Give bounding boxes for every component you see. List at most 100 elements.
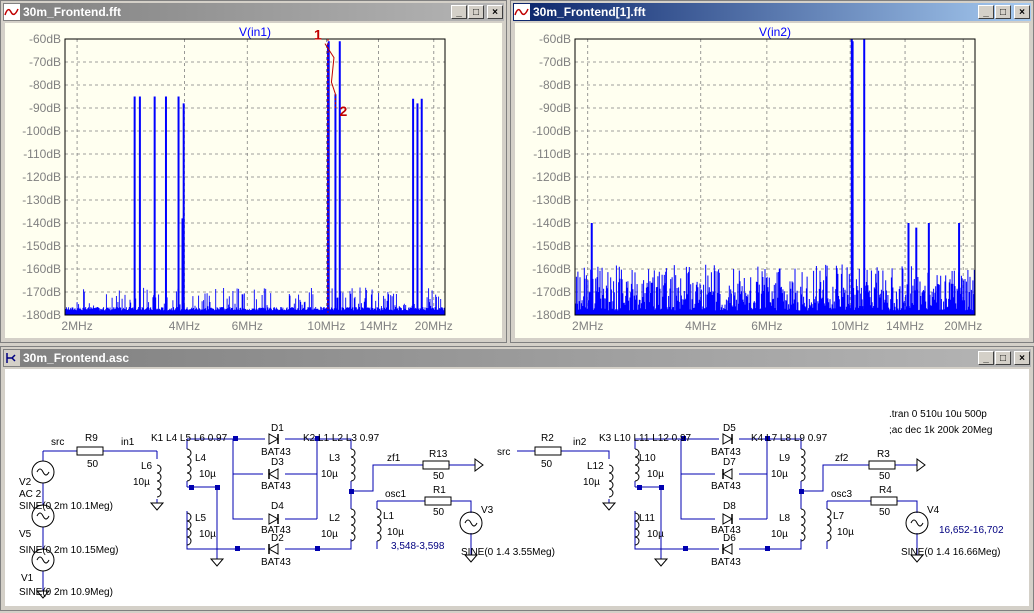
- d6-diode-icon[interactable]: [722, 543, 733, 555]
- noise-floor-trace: [574, 264, 976, 315]
- y-tick-label: -110dB: [533, 147, 571, 161]
- y-tick-label: -140dB: [22, 216, 61, 230]
- maximize-button[interactable]: □: [468, 5, 484, 19]
- y-tick-label: -90dB: [539, 101, 571, 115]
- l4-inductor-icon[interactable]: [186, 448, 192, 482]
- close-button[interactable]: ×: [1014, 5, 1030, 19]
- r1-resistor-icon[interactable]: [424, 496, 452, 506]
- fft-plot-area-1[interactable]: V(in1) -60dB -70dB -80dB -90dB -100dB -110dB -1…: [5, 23, 502, 338]
- directive-tran[interactable]: .tran 0 510u 10u 500p: [889, 409, 987, 420]
- minimize-button[interactable]: _: [978, 5, 994, 19]
- d4-diode-icon[interactable]: [268, 513, 279, 525]
- d2-diode-icon[interactable]: [268, 543, 279, 555]
- x-tick-label: 10MHz: [831, 319, 869, 333]
- d7-label: D7: [723, 457, 736, 468]
- d6-model: BAT43: [711, 557, 741, 568]
- maximize-button[interactable]: □: [995, 351, 1011, 365]
- l7-inductor-icon[interactable]: [826, 508, 832, 542]
- l7-label: L7: [833, 511, 845, 522]
- l7-value: 10µ: [837, 527, 854, 538]
- l2-inductor-icon[interactable]: [350, 508, 356, 542]
- maximize-button[interactable]: □: [995, 5, 1011, 19]
- ground-icon: [210, 558, 224, 567]
- cursor-1-marker[interactable]: 1: [314, 27, 322, 43]
- r3-label: R3: [877, 449, 890, 460]
- l1-label: L1: [383, 511, 395, 522]
- l6-label: L6: [141, 461, 153, 472]
- cursor-2-marker[interactable]: 2: [339, 103, 347, 119]
- fft-chart-2[interactable]: V(in2) -60dB -70dB -80dB -90dB -100dB -110dB -1…: [515, 23, 1031, 340]
- l5-label: L5: [195, 513, 207, 524]
- fft-plot-area-2[interactable]: V(in2) -60dB -70dB -80dB -90dB -100dB -110dB -1…: [515, 23, 1029, 338]
- y-tick-label: -60dB: [29, 32, 61, 46]
- schematic-window[interactable]: 30m_Frontend.asc _ □ ×: [0, 346, 1034, 611]
- x-tick-label: 14MHz: [886, 319, 924, 333]
- net-label-src: src: [51, 437, 64, 448]
- d5-model: BAT43: [711, 447, 741, 458]
- y-tick-label: -140dB: [532, 216, 571, 230]
- l1-inductor-icon[interactable]: [376, 508, 382, 542]
- fft-window-1-titlebar[interactable]: 30m_Frontend.fft _ □ ×: [3, 3, 504, 21]
- y-tick-label: -120dB: [532, 170, 571, 184]
- v4-source-icon[interactable]: [905, 511, 929, 535]
- d7-model: BAT43: [711, 481, 741, 492]
- d1-diode-icon[interactable]: [268, 433, 279, 445]
- l5-inductor-icon[interactable]: [186, 512, 192, 546]
- r9-resistor-icon[interactable]: [76, 446, 104, 456]
- r2-value: 50: [541, 459, 553, 470]
- v3-sine-label: SINE(0 1.4 3.55Meg): [461, 547, 555, 558]
- r4-value: 50: [879, 507, 891, 518]
- l4-label: L4: [195, 453, 207, 464]
- r2-resistor-icon[interactable]: [534, 446, 562, 456]
- l8-inductor-icon[interactable]: [800, 508, 806, 542]
- l8-value: 10µ: [771, 529, 788, 540]
- y-tick-label: -160dB: [22, 262, 61, 276]
- fft-window-2-titlebar[interactable]: 30m_Frontend[1].fft _ □ ×: [513, 3, 1031, 21]
- minimize-button[interactable]: _: [451, 5, 467, 19]
- ground-icon: [602, 502, 616, 511]
- d8-diode-icon[interactable]: [722, 513, 733, 525]
- v2-source-icon[interactable]: [31, 460, 55, 484]
- r4-label: R4: [879, 485, 892, 496]
- l8-label: L8: [779, 513, 791, 524]
- l11-value: 10µ: [647, 529, 664, 540]
- v1-label: V1: [21, 573, 34, 584]
- x-tick-label: 4MHz: [169, 319, 200, 333]
- minimize-button[interactable]: _: [978, 351, 994, 365]
- d2-model: BAT43: [261, 557, 291, 568]
- fft-chart-1[interactable]: V(in1) -60dB -70dB -80dB -90dB -100dB -110dB -1…: [5, 23, 504, 340]
- l3-inductor-icon[interactable]: [350, 448, 356, 482]
- port-triangle-icon: [474, 458, 484, 472]
- directive-ac[interactable]: ;ac dec 1k 200k 20Meg: [889, 425, 992, 436]
- l12-inductor-icon[interactable]: [608, 464, 614, 498]
- y-tick-label: -130dB: [22, 193, 61, 207]
- chart-grid: [65, 38, 445, 316]
- fft-window-1[interactable]: 30m_Frontend.fft _ □ × V(in1) -60dB -70dB -…: [0, 0, 507, 343]
- y-tick-label: -80dB: [539, 78, 571, 92]
- schematic-window-titlebar[interactable]: 30m_Frontend.asc _ □ ×: [3, 349, 1031, 367]
- d7-diode-icon[interactable]: [722, 468, 733, 480]
- schematic-canvas[interactable]: .tran 0 510u 10u 500p ;ac dec 1k 200k 20…: [5, 369, 1029, 606]
- d5-label: D5: [723, 423, 736, 434]
- r13-resistor-icon[interactable]: [422, 460, 450, 470]
- d4-label: D4: [271, 501, 284, 512]
- r4-resistor-icon[interactable]: [870, 496, 898, 506]
- d5-diode-icon[interactable]: [722, 433, 733, 445]
- trace-title[interactable]: V(in2): [759, 25, 791, 39]
- v3-source-icon[interactable]: [459, 511, 483, 535]
- x-tick-label: 4MHz: [685, 319, 716, 333]
- fft-window-2[interactable]: 30m_Frontend[1].fft _ □ × V(in2) -60dB -70…: [510, 0, 1034, 343]
- schematic-drawing[interactable]: .tran 0 510u 10u 500p ;ac dec 1k 200k 20…: [5, 369, 1031, 608]
- close-button[interactable]: ×: [1014, 351, 1030, 365]
- l9-inductor-icon[interactable]: [800, 448, 806, 482]
- d1-model: BAT43: [261, 447, 291, 458]
- circuit-1[interactable]: [42, 438, 475, 591]
- net-label-osc1: osc1: [385, 489, 407, 500]
- trace-title[interactable]: V(in1): [239, 25, 271, 39]
- close-button[interactable]: ×: [487, 5, 503, 19]
- l6-inductor-icon[interactable]: [156, 464, 162, 498]
- l11-label: L11: [639, 513, 655, 524]
- d8-label: D8: [723, 501, 736, 512]
- d3-diode-icon[interactable]: [268, 468, 279, 480]
- r3-resistor-icon[interactable]: [868, 460, 896, 470]
